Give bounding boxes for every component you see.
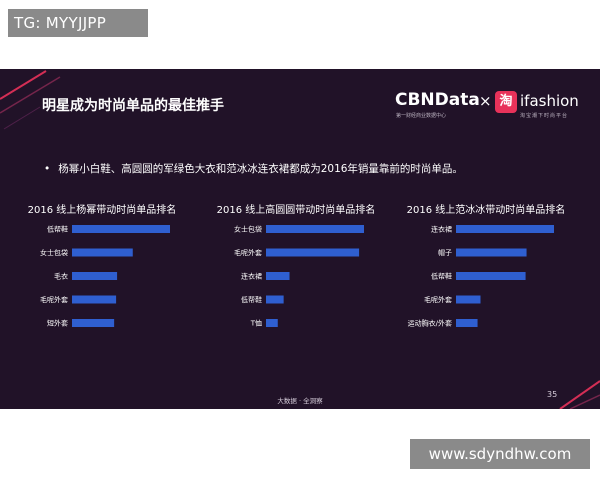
category-label: 毛衣 (54, 272, 68, 281)
brand-logo: CBNData 第一财经商业数据中心 × 淘 ifashion 淘宝潮下时尚平台 (395, 90, 595, 130)
chart-title: 2016 线上范冰冰带动时尚单品排名 (406, 205, 566, 216)
slide-footer: 大数据 · 全洞察 (277, 397, 323, 405)
category-label: 毛呢外套 (40, 295, 68, 304)
chart-title: 2016 线上高圆圆带动时尚单品排名 (216, 205, 376, 216)
bar (266, 248, 360, 257)
bar (72, 295, 117, 304)
bar (72, 272, 118, 280)
category-label: 女士包袋 (234, 225, 262, 234)
chart-fanbingbing: 2016 线上范冰冰带动时尚单品排名 连衣裙帽子低帮鞋毛呢外套运动胸衣/外套 (396, 201, 576, 351)
bar (456, 295, 481, 304)
slide-title: 明星成为时尚单品的最佳推手 (42, 98, 224, 114)
category-label: 毛呢外套 (234, 248, 262, 257)
category-label: 毛呢外套 (424, 295, 452, 304)
bar (456, 272, 526, 280)
cbndata-logo-text: CBNData (395, 90, 480, 110)
bar (72, 319, 115, 327)
ifashion-logo-text: ifashion (520, 92, 579, 110)
taobao-icon: 淘 (495, 91, 517, 113)
category-label: 低帮鞋 (241, 295, 262, 304)
category-label: 帽子 (438, 248, 452, 257)
watermark-top: TG: MYYJJPP (8, 9, 148, 37)
ifashion-logo-subtitle: 淘宝潮下时尚平台 (520, 113, 569, 119)
bar (456, 225, 554, 233)
bar (456, 319, 478, 327)
category-label: 连衣裙 (241, 272, 262, 281)
category-label: T恤 (250, 319, 262, 328)
cbndata-logo-subtitle: 第一财经商业数据中心 (396, 113, 447, 119)
presentation-slide: 明星成为时尚单品的最佳推手 CBNData 第一财经商业数据中心 × 淘 ifa… (0, 69, 600, 409)
bullet-text: 杨幂小白鞋、高圆圆的军绿色大衣和范冰冰连衣裙都成为2016年销量靠前的时尚单品。 (58, 163, 463, 175)
category-label: 低帮鞋 (47, 225, 68, 234)
category-label: 女士包袋 (40, 248, 68, 257)
chart-yangmi: 2016 线上杨幂带动时尚单品排名 低帮鞋女士包袋毛衣毛呢外套短外套 (12, 201, 192, 351)
bar (72, 248, 133, 257)
category-label: 连衣裙 (431, 225, 452, 234)
bar (266, 272, 290, 280)
category-label: 运动胸衣/外套 (408, 319, 452, 328)
bar (266, 319, 278, 327)
page-number: 35 (547, 390, 558, 399)
bar (266, 225, 364, 233)
watermark-bottom: www.sdyndhw.com (410, 439, 590, 469)
bar (456, 248, 527, 257)
decorative-stripes (0, 70, 600, 409)
category-label: 低帮鞋 (431, 272, 452, 281)
bar (72, 225, 170, 233)
bar (266, 295, 284, 304)
bullet-icon: • (44, 163, 51, 175)
chart-gaoyuanyuan: 2016 线上高圆圆带动时尚单品排名 女士包袋毛呢外套连衣裙低帮鞋 T恤 (206, 201, 386, 351)
chart-title: 2016 线上杨幂带动时尚单品排名 (27, 205, 177, 216)
category-label: 短外套 (47, 319, 68, 328)
bullet-point: • 杨幂小白鞋、高圆圆的军绿色大衣和范冰冰连衣裙都成为2016年销量靠前的时尚单品… (44, 161, 463, 176)
logo-separator: × (479, 92, 492, 110)
